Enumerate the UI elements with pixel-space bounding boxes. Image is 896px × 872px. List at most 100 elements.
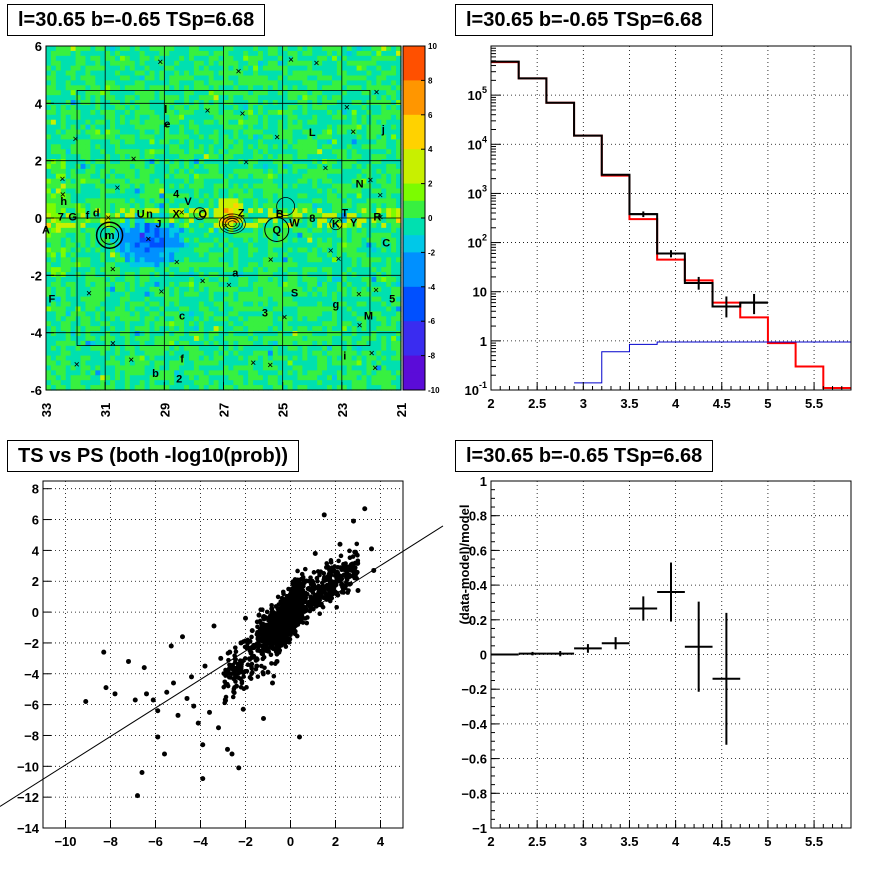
y-tick-label: 0.2 — [469, 613, 487, 628]
scatter-point — [311, 570, 317, 575]
scatter-point — [311, 606, 316, 612]
scatter-point — [355, 587, 361, 593]
y-tick-label: 0.4 — [469, 578, 488, 593]
source-label: B — [276, 209, 284, 221]
color-palette — [403, 46, 425, 391]
source-marker — [60, 192, 66, 197]
scatter-point — [355, 553, 360, 558]
scatter-point — [211, 623, 217, 629]
scatter-point — [242, 656, 248, 661]
source-label: N — [356, 179, 364, 191]
source-label: K — [332, 219, 340, 231]
source-label: W — [289, 217, 300, 229]
source-label: a — [232, 267, 239, 279]
source-circle — [264, 216, 290, 242]
scatter-point — [155, 708, 161, 714]
scatter-point — [335, 565, 341, 570]
source-label: J — [155, 219, 161, 231]
scatter-point — [253, 658, 259, 663]
scatter-point — [322, 585, 328, 590]
scatter-point — [297, 597, 302, 603]
y-tick-label: −1 — [472, 821, 487, 836]
source-label: V — [184, 196, 192, 208]
x-tick-label: 3.5 — [620, 834, 638, 849]
scatter-point — [234, 683, 239, 689]
scatter-point — [264, 609, 270, 615]
source-label: A — [42, 224, 50, 236]
source-marker — [115, 185, 120, 190]
source-marker — [131, 156, 136, 162]
y-tick-label: -6 — [30, 383, 42, 398]
source-label: O — [199, 209, 208, 221]
source-marker — [60, 176, 65, 182]
scatter-point — [232, 645, 238, 650]
x-tick-label: 2 — [487, 834, 494, 849]
y-tick-label: −10 — [17, 759, 39, 774]
scatter-point — [345, 590, 351, 595]
x-tick-label: 5.5 — [805, 834, 823, 849]
scatter-point — [274, 658, 280, 664]
source-label: T — [341, 207, 348, 219]
x-tick-label: 3 — [580, 396, 587, 411]
y-tick-label: −12 — [17, 790, 39, 805]
scatter-point — [352, 575, 357, 581]
source-label: g — [333, 299, 340, 311]
scatter-point — [261, 671, 266, 677]
source-marker — [314, 60, 319, 66]
scatter-point — [286, 640, 292, 645]
scatter-point — [333, 582, 339, 588]
scatter-point — [223, 698, 229, 703]
source-label: 4 — [173, 189, 180, 201]
scatter-point — [248, 650, 254, 655]
source-label: M — [364, 310, 373, 322]
scatter-point — [328, 560, 334, 565]
y-tick-label: 104 — [468, 134, 487, 152]
source-marker — [328, 248, 334, 253]
source-label: S — [291, 288, 298, 300]
source-marker — [200, 278, 205, 284]
source-marker — [243, 159, 249, 165]
scatter-point — [302, 566, 308, 572]
palette-tick-label: 8 — [428, 76, 433, 85]
palette-tick-label: -6 — [428, 317, 436, 326]
scatter-point — [268, 645, 274, 650]
scatter-point — [275, 631, 280, 636]
scatter-point — [247, 675, 253, 680]
scatter-point — [251, 654, 257, 659]
scatter-point — [260, 643, 265, 649]
source-marker — [356, 291, 362, 297]
scatter-point — [295, 568, 300, 574]
scatter-point — [238, 676, 243, 682]
scatter-point — [292, 631, 298, 637]
scatter-point — [281, 596, 286, 602]
scatter-point — [276, 602, 281, 607]
scatter-point — [255, 648, 260, 653]
source-marker — [240, 111, 245, 116]
y-tick-label: −0.2 — [461, 682, 487, 697]
source-marker — [368, 177, 373, 183]
x-tick-label: 2.5 — [528, 834, 546, 849]
y-tick-label: 2 — [35, 154, 42, 169]
scatter-point — [226, 667, 231, 673]
scatter-point — [338, 553, 344, 559]
scatter-point — [238, 640, 244, 646]
scatter-point — [139, 769, 145, 775]
scatter-point — [101, 649, 107, 655]
scatter-point — [200, 742, 206, 748]
source-marker — [350, 129, 356, 134]
y-tick-label: 0 — [480, 648, 487, 663]
scatter-point — [310, 590, 316, 595]
x-tick-label: 5 — [764, 396, 771, 411]
scatter-point — [238, 666, 244, 671]
y-tick-label: 6 — [32, 513, 39, 528]
source-marker — [369, 350, 374, 356]
scatter-point — [236, 765, 242, 771]
scatter-point — [351, 518, 356, 524]
scatter-point — [249, 664, 254, 669]
source-marker — [378, 214, 383, 220]
scatter-point — [350, 554, 356, 559]
scatter-point — [259, 663, 264, 669]
scatter-point — [270, 680, 275, 686]
scatter-point — [283, 617, 289, 623]
scatter-point — [314, 575, 320, 581]
